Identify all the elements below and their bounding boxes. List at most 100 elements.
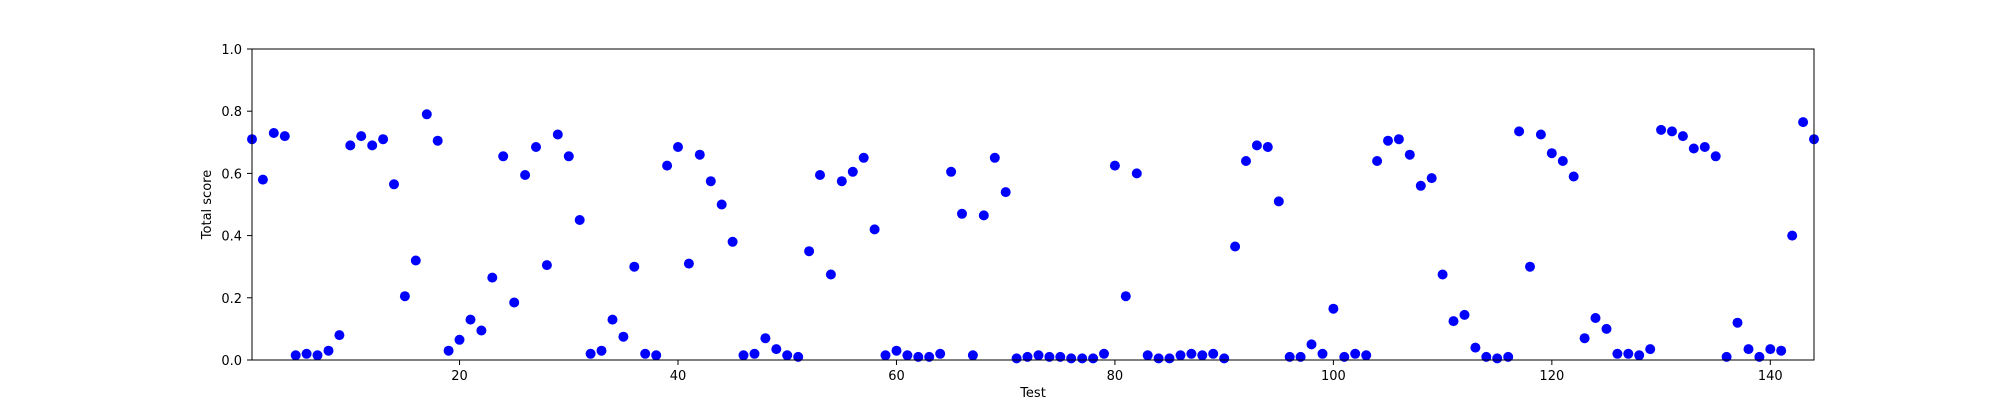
data-point (1612, 348, 1623, 359)
data-point (967, 350, 978, 361)
data-point (378, 134, 389, 145)
data-point (1230, 241, 1241, 252)
data-point (891, 345, 902, 356)
data-point (585, 348, 596, 359)
data-point (1033, 350, 1044, 361)
data-point (815, 170, 825, 180)
data-point (683, 258, 694, 269)
data-point (1404, 149, 1415, 160)
y-axis-label: Total score (200, 170, 215, 240)
data-point (869, 224, 880, 235)
x-tick-label: 80 (1107, 369, 1124, 384)
data-point (1284, 351, 1295, 362)
data-point (836, 176, 847, 187)
data-point (520, 170, 531, 180)
data-point (771, 344, 782, 355)
data-point (1787, 230, 1798, 241)
data-point (312, 350, 323, 361)
data-point (465, 314, 476, 325)
data-point (1339, 351, 1350, 362)
x-tick-label: 40 (670, 369, 687, 384)
data-point (1361, 350, 1372, 361)
data-point (509, 297, 520, 308)
data-point (1208, 348, 1219, 359)
data-point (476, 325, 487, 336)
data-point (1546, 148, 1557, 159)
data-point (443, 345, 454, 356)
data-point (651, 350, 662, 361)
data-point (1306, 339, 1317, 350)
data-point (1393, 134, 1404, 145)
data-point (957, 208, 967, 219)
data-point (1022, 351, 1033, 362)
data-point (705, 176, 716, 187)
data-point (323, 345, 334, 356)
data-points (247, 109, 1819, 364)
data-point (607, 314, 618, 325)
data-point (1044, 351, 1055, 362)
data-point (1656, 124, 1667, 135)
data-point (673, 142, 683, 152)
data-point (825, 269, 836, 280)
data-point (760, 333, 771, 344)
y-axis-ticks: 0.0 0.2 0.4 0.6 0.8 1.0 (221, 43, 252, 369)
data-point (1383, 135, 1393, 146)
data-point (782, 350, 793, 361)
data-point (935, 348, 946, 359)
data-point (1470, 342, 1481, 353)
data-point (978, 210, 989, 221)
data-point (257, 174, 268, 185)
data-point (793, 351, 804, 362)
y-tick-label: 0.8 (221, 105, 242, 120)
data-point (1492, 353, 1503, 364)
data-point (596, 345, 607, 356)
data-point (1437, 269, 1448, 280)
data-point (804, 246, 815, 257)
data-point (1241, 156, 1251, 166)
x-axis-ticks: 20 40 60 80 100 120 140 (451, 360, 1783, 384)
data-point (1262, 142, 1273, 152)
data-point (662, 160, 673, 171)
y-tick-label: 0.4 (221, 230, 242, 245)
plot-area-frame (251, 48, 1815, 361)
data-point (410, 255, 421, 266)
data-point (946, 166, 957, 177)
data-point (1317, 348, 1328, 359)
data-point (1066, 353, 1077, 364)
data-point (268, 128, 279, 138)
data-point (1525, 261, 1535, 272)
data-point (1153, 353, 1164, 364)
data-point (1109, 160, 1120, 171)
x-tick-label: 20 (451, 369, 468, 384)
y-tick-label: 0.2 (221, 292, 242, 307)
data-point (290, 350, 301, 361)
data-point (334, 330, 345, 341)
data-point (989, 152, 1000, 163)
data-point (389, 179, 399, 190)
data-point (1459, 309, 1470, 320)
data-point (1645, 344, 1656, 355)
data-point (487, 272, 498, 283)
data-point (301, 348, 312, 359)
data-point (356, 131, 367, 142)
data-point (1219, 353, 1230, 364)
data-point (1503, 351, 1514, 362)
data-point (1481, 351, 1492, 362)
data-point (1426, 173, 1437, 184)
data-point (1732, 317, 1743, 328)
data-point (1055, 351, 1066, 362)
data-point (924, 351, 935, 362)
data-point (574, 215, 585, 225)
data-point (1328, 303, 1339, 314)
data-point (563, 151, 574, 162)
data-point (1667, 126, 1677, 137)
x-axis-label: Test (1019, 386, 1046, 400)
data-point (1634, 350, 1645, 361)
data-point (858, 152, 869, 163)
data-point (1776, 345, 1787, 356)
data-point (552, 129, 563, 140)
data-point (498, 151, 509, 162)
data-point (1448, 316, 1459, 327)
data-point (1688, 143, 1699, 154)
